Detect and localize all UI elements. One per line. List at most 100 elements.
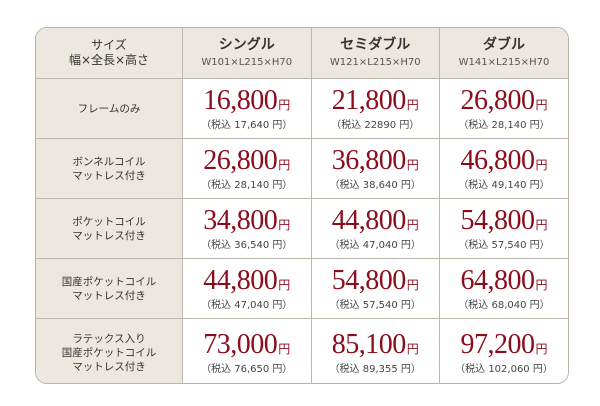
price-cell: 97,200円 （税込 102,060 円）: [439, 318, 568, 383]
price-cell: 36,800円 （税込 38,640 円）: [311, 138, 440, 199]
price-value: 54,800円: [440, 204, 568, 240]
price-value: 46,800円: [440, 144, 568, 180]
price-number: 44,800: [203, 264, 278, 296]
price-number: 97,200: [460, 328, 535, 360]
column-name: セミダブル: [340, 37, 411, 53]
price-number: 54,800: [331, 264, 407, 296]
currency-suffix: 円: [278, 217, 291, 232]
price-value: 44,800円: [183, 264, 311, 300]
tax-included-price: （税込 102,060 円）: [455, 363, 553, 375]
currency-suffix: 円: [278, 157, 291, 172]
price-number: 21,800: [331, 84, 407, 116]
currency-suffix: 円: [535, 97, 548, 112]
price-value: 26,800円: [183, 144, 311, 180]
price-cell: 64,800円 （税込 68,040 円）: [439, 258, 568, 319]
column-dimensions: W141×L215×H70: [458, 57, 550, 68]
tax-included-price: （税込 38,640 円）: [329, 179, 421, 191]
row-label: ラテックス入り 国産ポケットコイル マットレス付き: [61, 332, 157, 373]
price-number: 46,800: [460, 144, 535, 176]
tax-included-price: （税込 49,140 円）: [458, 179, 550, 191]
tax-included-price: （税込 17,640 円）: [201, 119, 293, 131]
currency-suffix: 円: [278, 277, 291, 292]
currency-suffix: 円: [535, 341, 548, 356]
row-label-cell: ボンネルコイル マットレス付き: [36, 138, 183, 199]
price-value: 26,800円: [440, 84, 568, 120]
row-label-cell: ラテックス入り 国産ポケットコイル マットレス付き: [36, 318, 183, 383]
price-number: 44,800: [331, 204, 407, 236]
row-label: フレームのみ: [77, 102, 141, 115]
price-table: サイズ 幅×全長×高さ シングル W101×L215×H70 セミダブル W12…: [36, 28, 568, 383]
price-value: 36,800円: [312, 144, 440, 180]
price-cell: 54,800円 （税込 57,540 円）: [439, 198, 568, 259]
column-header-double: ダブル W141×L215×H70: [439, 28, 568, 79]
price-number: 26,800: [203, 144, 278, 176]
price-number: 34,800: [203, 204, 278, 236]
price-cell: 44,800円 （税込 47,040 円）: [182, 258, 312, 319]
table-row: ポケットコイル マットレス付き 34,800円 （税込 36,540 円） 44,80…: [36, 198, 568, 259]
price-value: 21,800円: [312, 84, 440, 120]
currency-suffix: 円: [535, 217, 548, 232]
currency-suffix: 円: [406, 217, 419, 232]
price-value: 73,000円: [183, 328, 311, 364]
price-number: 54,800: [460, 204, 535, 236]
price-value: 16,800円: [183, 84, 311, 120]
header-row: サイズ 幅×全長×高さ シングル W101×L215×H70 セミダブル W12…: [36, 28, 568, 79]
row-label-cell: ポケットコイル マットレス付き: [36, 198, 183, 259]
table-row: フレームのみ 16,800円 （税込 17,640 円） 21,800円 （税込 228…: [36, 78, 568, 139]
price-cell: 85,100円 （税込 89,355 円）: [311, 318, 440, 383]
price-cell: 26,800円 （税込 28,140 円）: [182, 138, 312, 199]
size-heading: サイズ: [91, 38, 127, 52]
price-cell: 34,800円 （税込 36,540 円）: [182, 198, 312, 259]
price-value: 44,800円: [312, 204, 440, 240]
column-dimensions: W101×L215×H70: [201, 57, 293, 68]
row-label-cell: フレームのみ: [36, 78, 183, 139]
price-value: 64,800円: [440, 264, 568, 300]
price-number: 16,800: [203, 84, 278, 116]
currency-suffix: 円: [278, 341, 291, 356]
price-cell: 21,800円 （税込 22890 円）: [311, 78, 440, 139]
tax-included-price: （税込 47,040 円）: [201, 299, 293, 311]
column-name: ダブル: [483, 37, 525, 53]
tax-included-price: （税込 36,540 円）: [201, 239, 293, 251]
currency-suffix: 円: [406, 157, 419, 172]
table-row: ボンネルコイル マットレス付き 26,800円 （税込 28,140 円） 36,80…: [36, 138, 568, 199]
row-label: 国産ポケットコイル マットレス付き: [61, 275, 157, 302]
price-value: 85,100円: [312, 328, 440, 364]
corner-cell: サイズ 幅×全長×高さ: [36, 28, 183, 79]
currency-suffix: 円: [406, 341, 419, 356]
tax-included-price: （税込 22890 円）: [331, 119, 420, 131]
tax-included-price: （税込 28,140 円）: [458, 119, 550, 131]
price-number: 85,100: [331, 328, 407, 360]
price-number: 36,800: [331, 144, 407, 176]
price-number: 73,000: [203, 328, 278, 360]
tax-included-price: （税込 76,650 円）: [201, 363, 293, 375]
currency-suffix: 円: [406, 97, 419, 112]
price-cell: 44,800円 （税込 47,040 円）: [311, 198, 440, 259]
price-value: 34,800円: [183, 204, 311, 240]
column-name: シングル: [218, 37, 275, 53]
tax-included-price: （税込 47,040 円）: [329, 239, 421, 251]
price-number: 26,800: [460, 84, 535, 116]
table-row: ラテックス入り 国産ポケットコイル マットレス付き 73,000円 （税込 76,6…: [36, 318, 568, 383]
price-number: 64,800: [460, 264, 535, 296]
row-label: ポケットコイル マットレス付き: [72, 215, 146, 242]
table-row: 国産ポケットコイル マットレス付き 44,800円 （税込 47,040 円） 54,…: [36, 258, 568, 319]
column-dimensions: W121×L215×H70: [329, 57, 421, 68]
currency-suffix: 円: [406, 277, 419, 292]
price-cell: 73,000円 （税込 76,650 円）: [182, 318, 312, 383]
tax-included-price: （税込 68,040 円）: [458, 299, 550, 311]
tax-included-price: （税込 57,540 円）: [458, 239, 550, 251]
currency-suffix: 円: [278, 97, 291, 112]
column-header-single: シングル W101×L215×H70: [182, 28, 312, 79]
price-table-frame: サイズ 幅×全長×高さ シングル W101×L215×H70 セミダブル W12…: [35, 27, 569, 384]
row-label-cell: 国産ポケットコイル マットレス付き: [36, 258, 183, 319]
price-value: 54,800円: [312, 264, 440, 300]
table-body: フレームのみ 16,800円 （税込 17,640 円） 21,800円 （税込 228…: [36, 78, 568, 383]
currency-suffix: 円: [535, 157, 548, 172]
price-value: 97,200円: [440, 328, 568, 364]
tax-included-price: （税込 28,140 円）: [201, 179, 293, 191]
price-cell: 16,800円 （税込 17,640 円）: [182, 78, 312, 139]
currency-suffix: 円: [535, 277, 548, 292]
tax-included-price: （税込 89,355 円）: [329, 363, 421, 375]
price-cell: 26,800円 （税込 28,140 円）: [439, 78, 568, 139]
